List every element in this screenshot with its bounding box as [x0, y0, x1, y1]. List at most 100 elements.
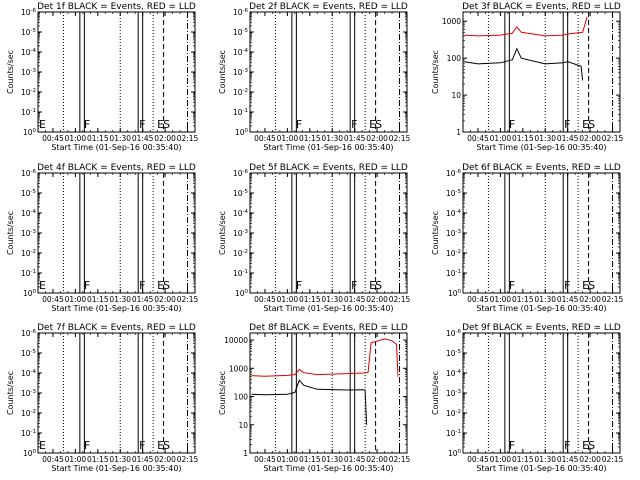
plot-frame: [249, 11, 408, 133]
plot-frame: [249, 332, 408, 454]
y-axis-label: Counts/sec: [218, 371, 227, 415]
y-tick-label: 10000: [224, 336, 248, 345]
event-marker-label: E: [582, 118, 589, 131]
y-tick-label: 10-4: [233, 209, 249, 218]
x-axis-label: Start Time (01-Sep-16 00:35:40): [263, 143, 393, 152]
x-axis-label: Start Time (01-Sep-16 00:35:40): [476, 464, 606, 473]
x-tick-label: 01:45: [132, 455, 154, 464]
chart-panel-det4f: Det 4f BLACK = Events, RED = LLD 100 10-1 1…: [6, 163, 199, 313]
event-marker-label: E: [157, 279, 164, 292]
x-tick-label: 01:15: [87, 295, 109, 304]
y-tick-label: 10-1: [21, 108, 36, 117]
y-tick-label: 10-2: [446, 409, 461, 418]
x-tick-label: 00:45: [467, 295, 489, 304]
event-marker-label: F: [296, 118, 302, 131]
series-line: [464, 47, 584, 81]
x-tick-label: 01:15: [299, 295, 321, 304]
chart-panel-det2f: Det 2f BLACK = Events, RED = LLD 100 10-1 1…: [218, 2, 411, 152]
event-marker-label: S: [163, 279, 170, 292]
y-tick-label: 10-5: [446, 189, 462, 198]
x-tick-label: 02:00: [579, 295, 601, 304]
x-tick-label: 02:15: [177, 295, 199, 304]
x-tick-label: 02:00: [579, 134, 601, 143]
y-tick-label: 100: [23, 449, 37, 458]
y-tick-label: 100: [235, 128, 249, 137]
chart-panel-det5f: Det 5f BLACK = Events, RED = LLD 100 10-1 1…: [218, 163, 411, 313]
y-tick-label: 10-5: [21, 189, 37, 198]
chart-panel-det7f: Det 7f BLACK = Events, RED = LLD 100 10-1 1…: [6, 323, 199, 473]
plot-frame: [249, 172, 408, 294]
y-axis-label: Counts/sec: [431, 371, 440, 415]
y-tick-label: 10-3: [233, 68, 249, 77]
event-marker-label: S: [163, 118, 170, 131]
x-tick-label: 01:30: [534, 295, 556, 304]
x-tick-label: 01:15: [299, 455, 321, 464]
plot-frame: [37, 332, 196, 454]
chart-panel-det9f: Det 9f BLACK = Events, RED = LLD 100 10-1 1…: [431, 323, 624, 473]
chart-panel-det8f: Det 8f BLACK = Events, RED = LLD 1 10 100 10…: [218, 323, 411, 473]
y-tick-label: 100: [447, 54, 462, 63]
y-tick-label: 1000: [229, 364, 248, 373]
event-marker-label: F: [139, 279, 145, 292]
y-axis-label: Counts/sec: [431, 50, 440, 94]
y-tick-label: 10-4: [446, 209, 462, 218]
event-marker-label: E: [582, 279, 589, 292]
chart-title: Det 1f BLACK = Events, RED = LLD: [37, 2, 196, 12]
y-tick-label: 10-6: [233, 8, 249, 17]
x-tick-label: 01:30: [534, 455, 556, 464]
x-tick-label: 01:30: [109, 455, 131, 464]
y-tick-label: 100: [448, 449, 462, 458]
x-tick-label: 01:30: [109, 134, 131, 143]
y-tick-label: 10-1: [233, 108, 248, 117]
x-tick-label: 00:45: [467, 134, 489, 143]
x-tick-label: 01:00: [277, 134, 299, 143]
x-tick-label: 00:45: [42, 295, 64, 304]
x-tick-label: 00:45: [467, 455, 489, 464]
y-tick-label: 10-3: [233, 229, 249, 238]
x-tick-label: 01:00: [490, 134, 512, 143]
y-axis-label: Counts/sec: [218, 211, 227, 255]
event-marker-label: E: [157, 118, 164, 131]
x-tick-label: 01:00: [65, 295, 87, 304]
x-tick-label: 02:15: [602, 295, 624, 304]
event-marker-label: E: [369, 279, 376, 292]
x-tick-label: 00:45: [254, 295, 276, 304]
chart-title: Det 5f BLACK = Events, RED = LLD: [249, 163, 408, 173]
x-tick-label: 01:30: [321, 295, 343, 304]
chart-title: Det 4f BLACK = Events, RED = LLD: [37, 163, 196, 173]
data-series-group: [464, 16, 588, 81]
event-marker-label: F: [351, 118, 357, 131]
y-tick-label: 10-5: [233, 189, 249, 198]
y-axis-label: Counts/sec: [6, 371, 15, 415]
y-tick-label: 1: [456, 128, 461, 137]
y-tick-label: 1: [243, 449, 248, 458]
y-tick-label: 10-5: [446, 349, 462, 358]
y-tick-label: 100: [23, 289, 37, 298]
y-tick-label: 100: [23, 128, 37, 137]
y-tick-label: 10-1: [446, 269, 461, 278]
y-tick-label: 10-4: [21, 48, 37, 57]
y-tick-label: 10-6: [446, 169, 462, 178]
y-tick-label: 10-2: [21, 88, 36, 97]
y-tick-label: 10-1: [21, 269, 36, 278]
y-tick-label: 10-4: [233, 48, 249, 57]
chart-title: Det 8f BLACK = Events, RED = LLD: [249, 323, 408, 333]
x-tick-label: 02:00: [154, 134, 176, 143]
y-tick-label: 100: [234, 393, 249, 402]
data-series-group: [251, 338, 399, 425]
event-marker-label: S: [588, 439, 595, 452]
x-tick-label: 02:00: [366, 295, 388, 304]
event-marker-label: S: [588, 118, 595, 131]
event-marker-label: F: [564, 439, 570, 452]
event-marker-label: E: [157, 439, 164, 452]
y-tick-label: 10-5: [21, 349, 37, 358]
y-tick-label: 10-1: [446, 429, 461, 438]
x-tick-label: 01:30: [321, 455, 343, 464]
y-tick-label: 10-4: [446, 369, 462, 378]
event-marker-label: F: [84, 279, 90, 292]
y-tick-label: 10-2: [233, 249, 248, 258]
event-marker-label: E: [369, 118, 376, 131]
event-marker-label: F: [351, 279, 357, 292]
event-marker-label: S: [588, 279, 595, 292]
